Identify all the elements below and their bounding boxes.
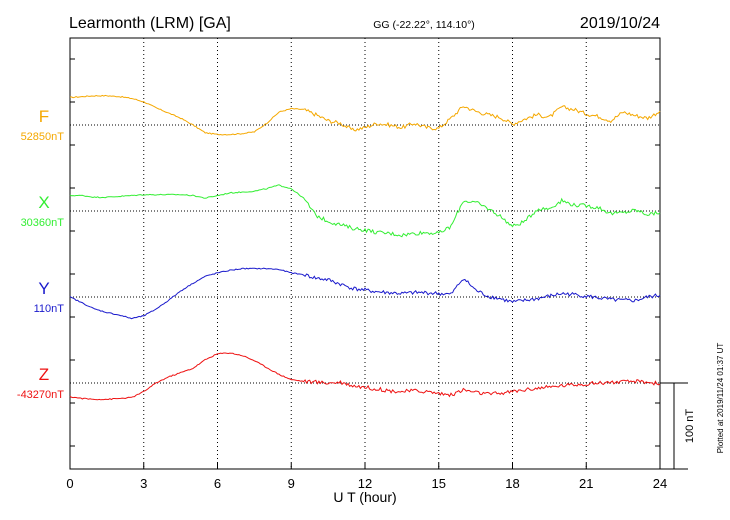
baseline-value-y: 110nT bbox=[34, 303, 65, 315]
trace-y bbox=[69, 267, 661, 320]
x-tick-label: 0 bbox=[66, 476, 73, 491]
trace-f bbox=[69, 94, 661, 136]
series-name-f: F bbox=[39, 107, 49, 126]
trace-x bbox=[69, 184, 661, 238]
series-labels: F 52850nT X 30360nT Y 110nT Z -43270nT bbox=[17, 107, 64, 401]
series-traces bbox=[69, 94, 661, 401]
baseline-value-f: 52850nT bbox=[21, 131, 65, 143]
baseline-value-z: -43270nT bbox=[17, 389, 64, 401]
frame-ticks bbox=[70, 58, 660, 447]
series-name-x: X bbox=[38, 193, 49, 212]
x-tick-label: 21 bbox=[579, 476, 593, 491]
station-coords: GG (-22.22°, 114.10°) bbox=[373, 19, 475, 31]
series-name-z: Z bbox=[39, 365, 49, 384]
series-name-y: Y bbox=[38, 279, 49, 298]
x-tick-label: 6 bbox=[214, 476, 221, 491]
x-tick-label: 12 bbox=[358, 476, 372, 491]
x-tick-label: 18 bbox=[505, 476, 519, 491]
scale-bar-label: 100 nT bbox=[684, 409, 696, 444]
x-tick-label: 24 bbox=[653, 476, 667, 491]
x-tick-label: 3 bbox=[140, 476, 147, 491]
x-axis-label: U T (hour) bbox=[333, 489, 396, 505]
baseline-value-x: 30360nT bbox=[21, 217, 65, 229]
baseline-lines bbox=[70, 124, 660, 384]
plotted-timestamp: Plotted at 2019/11/24 01:37 UT bbox=[716, 343, 725, 454]
station-title: Learmonth (LRM) [GA] bbox=[69, 15, 231, 32]
chart-date: 2019/10/24 bbox=[580, 15, 660, 32]
x-tick-labels: 0 3 6 9 12 15 18 21 24 bbox=[66, 476, 667, 491]
x-tick-label: 9 bbox=[288, 476, 295, 491]
scale-bar: 100 nT bbox=[660, 382, 696, 470]
vertical-grid bbox=[69, 38, 661, 469]
trace-z bbox=[69, 352, 661, 401]
x-tick-label: 15 bbox=[432, 476, 446, 491]
